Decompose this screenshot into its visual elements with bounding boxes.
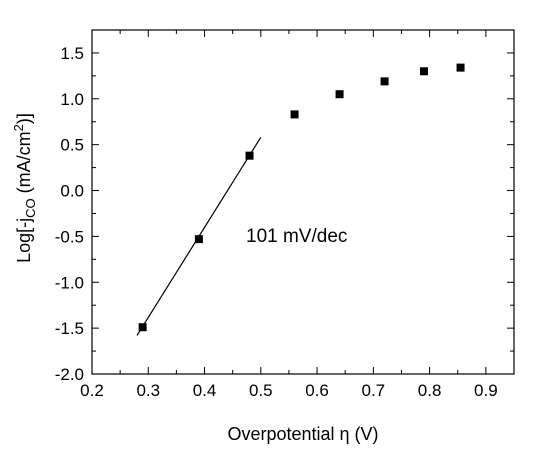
- x-tick-label: 0.2: [80, 381, 104, 400]
- data-point: [194, 235, 203, 244]
- y-tick-label: 0.0: [60, 182, 84, 201]
- x-axis-title: Overpotential η (V): [227, 424, 378, 444]
- y-tick-label: -1.5: [55, 319, 84, 338]
- y-tick-label: 0.5: [60, 136, 84, 155]
- y-tick-label: 1.5: [60, 44, 84, 63]
- data-point: [380, 77, 389, 86]
- data-point: [335, 90, 344, 99]
- x-tick-label: 0.5: [249, 381, 273, 400]
- x-tick-label: 0.7: [362, 381, 386, 400]
- x-tick-label: 0.8: [418, 381, 442, 400]
- data-point: [456, 63, 465, 72]
- x-tick-label: 0.4: [193, 381, 217, 400]
- x-tick-label: 0.3: [136, 381, 160, 400]
- tick-labels: 0.2 0.3 0.4 0.5 0.6 0.7 0.8 0.9 -2.0 -1.5 -1.0 -0.5…: [55, 44, 498, 400]
- y-tick-label: -1.0: [55, 273, 84, 292]
- plot-axes: [91, 29, 515, 375]
- data-point: [290, 110, 299, 119]
- slope-annotation: 101 mV/dec: [246, 226, 347, 247]
- y-tick-label: -0.5: [55, 227, 84, 246]
- data-point: [419, 67, 428, 76]
- plot-frame: [91, 29, 515, 375]
- x-tick-label: 0.6: [305, 381, 329, 400]
- data-point: [138, 323, 147, 332]
- y-axis-title: Log[-jCO (mA/cm2)]: [11, 113, 38, 263]
- axis-ticks: [91, 29, 515, 375]
- x-tick-label: 0.9: [474, 381, 498, 400]
- y-tick-label: -2.0: [55, 365, 84, 384]
- data-point: [245, 151, 254, 160]
- y-tick-label: 1.0: [60, 90, 84, 109]
- data-points: [138, 63, 465, 332]
